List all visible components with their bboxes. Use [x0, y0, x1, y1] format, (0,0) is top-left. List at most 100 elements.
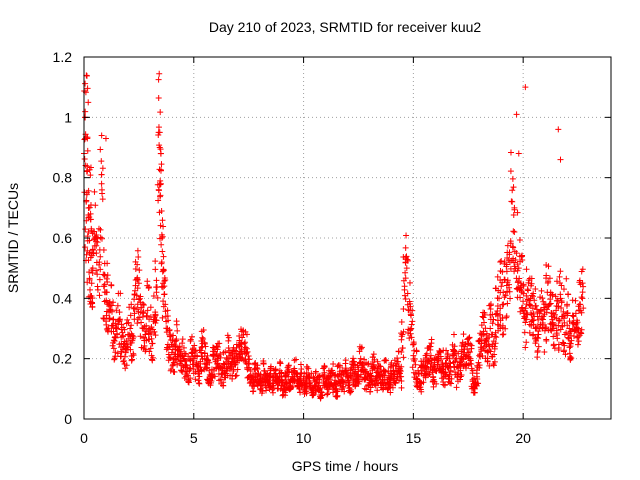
data-point	[94, 271, 101, 278]
data-point	[468, 345, 475, 352]
data-point	[114, 350, 121, 357]
data-point	[136, 267, 143, 274]
data-point	[135, 254, 142, 261]
data-point	[103, 321, 110, 328]
data-point	[397, 368, 404, 375]
data-point	[155, 124, 162, 131]
data-point	[171, 342, 178, 349]
data-point	[253, 364, 260, 371]
data-point	[399, 344, 406, 351]
data-point	[387, 376, 394, 383]
data-point	[467, 341, 474, 348]
data-point	[575, 338, 582, 345]
data-point	[470, 389, 477, 396]
data-point	[402, 269, 409, 276]
data-point	[101, 260, 108, 267]
data-point	[507, 149, 514, 156]
data-point	[523, 339, 530, 346]
data-point	[149, 340, 156, 347]
data-point	[119, 333, 126, 340]
data-point	[200, 326, 207, 333]
data-point	[436, 348, 443, 355]
data-point	[297, 389, 304, 396]
data-point	[208, 379, 215, 386]
data-point	[178, 367, 185, 374]
data-point	[197, 364, 204, 371]
data-point	[113, 324, 120, 331]
data-point	[324, 391, 331, 398]
data-point	[130, 333, 137, 340]
data-point	[174, 327, 181, 334]
data-point	[339, 381, 346, 388]
data-point	[560, 308, 567, 315]
data-point	[486, 302, 493, 309]
data-point	[141, 323, 148, 330]
data-point	[528, 275, 535, 282]
data-point	[483, 332, 490, 339]
data-point	[285, 362, 292, 369]
data-point	[503, 313, 510, 320]
data-point	[494, 307, 501, 314]
data-point	[241, 340, 248, 347]
data-point	[259, 388, 266, 395]
data-point	[127, 346, 134, 353]
data-point	[568, 355, 575, 362]
data-point	[84, 147, 91, 154]
data-point	[269, 380, 276, 387]
data-point	[108, 308, 115, 315]
data-point	[409, 341, 416, 348]
data-point	[274, 385, 281, 392]
data-point	[167, 355, 174, 362]
data-point	[201, 350, 208, 357]
data-point	[269, 386, 276, 393]
data-point	[541, 327, 548, 334]
data-point	[519, 304, 526, 311]
data-point	[140, 308, 147, 315]
data-point	[198, 344, 205, 351]
data-point	[191, 342, 198, 349]
data-point	[89, 270, 96, 277]
data-point	[150, 292, 157, 299]
data-point	[110, 316, 117, 323]
data-point	[342, 360, 349, 367]
data-point	[97, 266, 104, 273]
data-point	[83, 72, 90, 79]
data-point	[226, 347, 233, 354]
data-point	[398, 363, 405, 370]
data-point	[522, 344, 529, 351]
data-point	[409, 364, 416, 371]
data-point	[112, 334, 119, 341]
data-point	[407, 303, 414, 310]
data-point	[192, 376, 199, 383]
data-point	[566, 318, 573, 325]
data-point	[395, 377, 402, 384]
data-point	[475, 359, 482, 366]
data-point	[507, 295, 514, 302]
data-point	[102, 135, 109, 142]
data-point	[84, 85, 91, 92]
data-point	[491, 358, 498, 365]
data-point	[138, 304, 145, 311]
data-point	[560, 348, 567, 355]
data-point	[81, 155, 88, 162]
data-point	[152, 309, 159, 316]
data-point	[134, 320, 141, 327]
data-point	[519, 252, 526, 259]
data-point	[572, 297, 579, 304]
data-point	[115, 290, 122, 297]
data-point	[98, 180, 105, 187]
data-point	[556, 273, 563, 280]
data-point	[350, 361, 357, 368]
data-point	[369, 354, 376, 361]
data-point	[394, 355, 401, 362]
data-point	[317, 385, 324, 392]
data-point	[552, 293, 559, 300]
data-point	[413, 348, 420, 355]
data-point	[387, 370, 394, 377]
data-point	[136, 314, 143, 321]
data-point	[543, 309, 550, 316]
data-point	[202, 343, 209, 350]
data-point	[460, 331, 467, 338]
data-point	[448, 375, 455, 382]
data-point	[250, 388, 257, 395]
